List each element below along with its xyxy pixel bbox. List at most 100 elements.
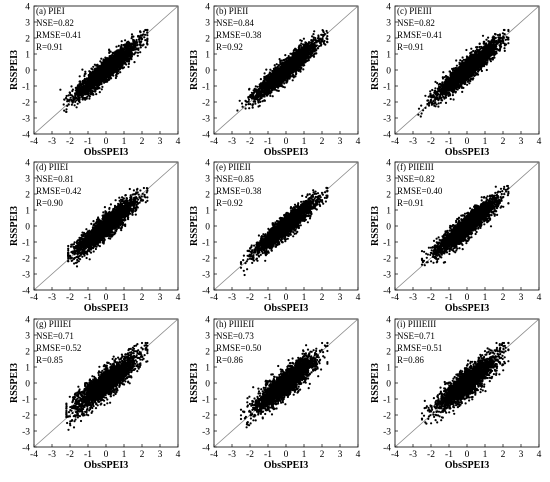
data-point: [107, 67, 110, 70]
data-point: [76, 86, 80, 90]
data-point: [109, 65, 112, 68]
data-point: [128, 44, 131, 48]
data-point: [129, 47, 132, 50]
y-tick-label: 0: [25, 66, 30, 76]
data-point: [71, 101, 74, 104]
data-point: [144, 46, 147, 49]
data-point: [247, 98, 251, 101]
y-tick-label: 3: [25, 18, 30, 28]
data-point: [326, 40, 329, 44]
data-point: [284, 54, 287, 57]
data-point: [131, 35, 134, 38]
data-point: [84, 85, 87, 88]
data-point: [135, 47, 138, 50]
data-point: [81, 68, 84, 71]
data-point: [273, 64, 276, 67]
data-point: [126, 55, 129, 58]
scatter-panel: -4 -3 -2 -1 0 1 2 3 443210-1-2-3-4ObsSPEI3RSSPEI…: [189, 2, 361, 158]
data-point: [113, 63, 116, 66]
data-point: [326, 35, 329, 38]
data-point: [74, 100, 77, 103]
data-point: [98, 91, 101, 94]
stat-label: R=0.91: [36, 42, 63, 52]
data-point: [130, 42, 133, 45]
data-point: [104, 80, 107, 83]
data-point: [89, 93, 92, 96]
data-point: [140, 38, 143, 41]
data-point: [238, 99, 241, 102]
data-point: [59, 88, 62, 91]
data-point: [135, 41, 138, 45]
data-point: [120, 46, 123, 50]
data-point: [259, 82, 262, 85]
data-point: [146, 34, 149, 37]
data-point: [86, 80, 89, 84]
data-point: [123, 56, 126, 59]
scatter-points: [236, 29, 329, 112]
data-point: [300, 46, 303, 49]
data-point: [279, 63, 282, 66]
data-point: [136, 51, 140, 54]
y-tick-label: -2: [22, 98, 30, 108]
data-point: [108, 48, 111, 51]
data-point: [70, 99, 73, 102]
data-point: [90, 84, 94, 87]
data-point: [68, 91, 72, 95]
data-point: [283, 82, 286, 85]
panel-label: (a) PIEI: [36, 6, 65, 16]
data-point: [323, 42, 326, 45]
data-point: [104, 64, 107, 67]
data-point: [280, 59, 283, 62]
data-point: [87, 87, 91, 90]
data-point: [117, 53, 120, 56]
data-point: [114, 65, 117, 68]
data-point: [110, 54, 113, 57]
data-point: [142, 43, 145, 46]
data-point: [302, 68, 305, 71]
data-point: [95, 72, 99, 75]
data-point: [120, 63, 123, 66]
data-point: [100, 57, 103, 60]
y-tick-label: 1: [25, 50, 30, 60]
data-point: [87, 73, 90, 77]
x-tick-label: 2: [140, 137, 145, 147]
data-point: [126, 42, 130, 45]
data-point: [89, 70, 92, 74]
data-point: [76, 84, 79, 87]
x-tick-label: 1: [122, 137, 127, 147]
data-point: [296, 50, 299, 53]
data-point: [145, 42, 149, 45]
data-point: [295, 72, 298, 75]
data-point: [83, 74, 86, 78]
data-point: [115, 74, 118, 77]
data-point: [139, 30, 142, 33]
data-point: [98, 87, 101, 90]
data-point: [88, 79, 91, 82]
x-tick-label: 0: [104, 137, 109, 147]
data-point: [134, 51, 137, 54]
data-point: [109, 75, 112, 78]
data-point: [265, 76, 268, 79]
data-point: [263, 72, 266, 75]
data-point: [320, 33, 323, 36]
stat-label: RMSE=0.41: [36, 30, 81, 40]
data-point: [307, 59, 310, 62]
data-point: [259, 78, 262, 81]
data-point: [120, 43, 123, 47]
data-point: [240, 102, 244, 105]
data-point: [124, 53, 127, 57]
data-point: [261, 100, 264, 103]
scatter-panel: -4 -3 -2 -1 0 1 2 3 443210-1-2-3-4ObsSPEI3RSSPEI…: [9, 2, 181, 158]
data-point: [74, 89, 77, 92]
data-point: [91, 90, 94, 93]
data-point: [118, 52, 122, 55]
data-point: [122, 43, 125, 47]
data-point: [118, 66, 121, 69]
data-point: [67, 94, 70, 97]
data-point: [139, 40, 142, 43]
x-tick-label: -2: [66, 137, 74, 147]
data-point: [274, 66, 277, 69]
data-point: [285, 76, 288, 79]
x-axis-title: ObsSPEI3: [84, 147, 128, 158]
data-point: [114, 76, 117, 80]
